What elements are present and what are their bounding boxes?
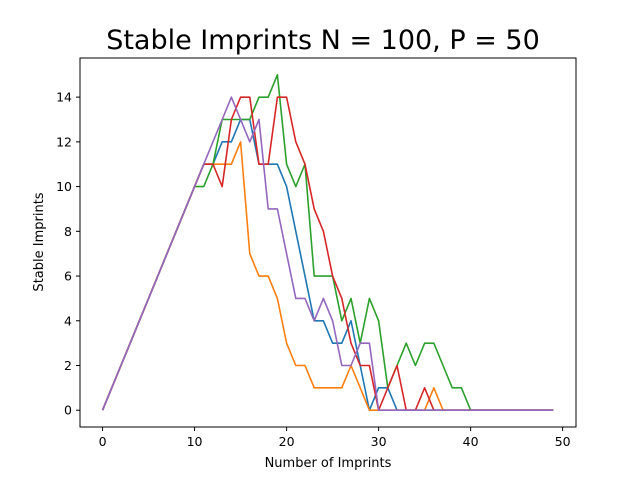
series-line-3 bbox=[101, 73, 554, 412]
series-line-4 bbox=[101, 96, 554, 412]
y-tick-label: 12 bbox=[56, 134, 72, 149]
y-tick-label: 10 bbox=[56, 179, 72, 194]
y-tick-label: 14 bbox=[56, 90, 72, 105]
x-tick-label: 30 bbox=[371, 434, 387, 449]
x-tick-label: 20 bbox=[279, 434, 295, 449]
series-layer bbox=[101, 73, 554, 412]
x-tick-label: 10 bbox=[187, 434, 203, 449]
x-axis-ticks: 0 10 20 30 40 50 bbox=[99, 427, 571, 449]
y-axis-label: Stable Imprints bbox=[32, 192, 47, 291]
y-axis-ticks: 0 2 4 6 8 10 12 14 bbox=[56, 90, 80, 418]
x-axis-label: Number of Imprints bbox=[265, 456, 392, 471]
series-line-5 bbox=[101, 96, 554, 412]
plot-area-frame bbox=[79, 57, 577, 428]
y-tick-label: 8 bbox=[64, 224, 72, 239]
y-tick-label: 0 bbox=[64, 403, 72, 418]
x-tick-label: 50 bbox=[555, 434, 571, 449]
y-tick-label: 2 bbox=[64, 358, 72, 373]
chart-title: Stable Imprints N = 100, P = 50 bbox=[106, 25, 540, 56]
y-tick-label: 6 bbox=[64, 269, 72, 284]
x-tick-label: 0 bbox=[99, 434, 107, 449]
series-line-1 bbox=[101, 118, 554, 412]
y-tick-label: 4 bbox=[64, 313, 72, 328]
x-tick-label: 40 bbox=[463, 434, 479, 449]
